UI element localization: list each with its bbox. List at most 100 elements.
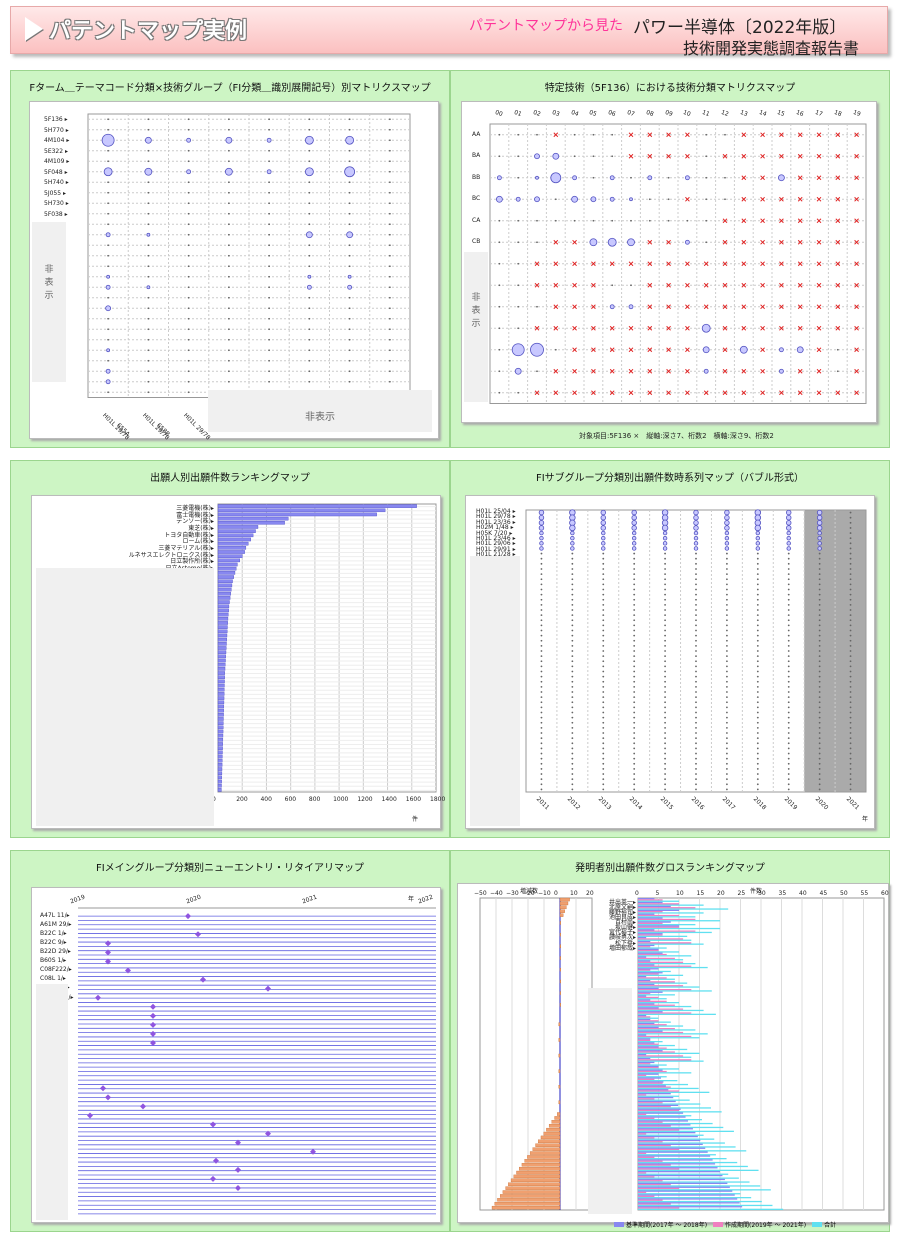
timeseries-dot [818, 768, 821, 770]
timeseries-dot [695, 742, 697, 745]
entry-marker [105, 940, 111, 947]
matrix-dot [107, 254, 110, 257]
matrix-dot [517, 391, 520, 394]
ranking-bar [217, 667, 226, 671]
timeseries-dot [602, 716, 605, 719]
matrix-dot [308, 307, 311, 310]
matrix-bubble [609, 175, 615, 181]
timeseries-dot [787, 773, 790, 775]
matrix-cross [816, 325, 822, 331]
diff-bar [491, 1205, 561, 1210]
target-period-bar [638, 1094, 647, 1096]
matrix-dot [592, 219, 595, 222]
ranking-bar [217, 550, 245, 554]
matrix-cross [628, 132, 634, 138]
timeseries-dot [602, 619, 605, 622]
hidden-names-area [588, 988, 632, 1214]
timeseries-dot [633, 583, 636, 586]
timeseries-dot [726, 578, 728, 581]
timeseries-dot [633, 634, 636, 637]
applicant-label: トヨタ自動車(株)▸ [164, 531, 214, 539]
total-bar [638, 904, 704, 906]
timeseries-dot [602, 665, 605, 668]
timeseries-dot [540, 680, 543, 683]
matrix-cross [835, 325, 841, 331]
matrix-dot [268, 296, 271, 299]
matrix-dot [147, 160, 150, 163]
target-period-bar [638, 1059, 692, 1061]
target-period-bar [638, 1043, 659, 1045]
matrix-cross [647, 325, 653, 331]
left-tick-label: −30 [506, 890, 519, 897]
timeseries-dot [633, 593, 636, 596]
timeseries-dot [787, 619, 790, 622]
base-period-bar [638, 1143, 703, 1145]
matrix-cross [647, 390, 653, 396]
left-tick-label: −50 [474, 890, 487, 897]
base-period-bar [638, 1151, 708, 1153]
timeseries-bubble [631, 514, 637, 521]
matrix-dot [498, 219, 501, 222]
matrix-bubble [307, 274, 312, 279]
timeseries-dot [818, 680, 821, 683]
timeseries-dot [540, 778, 543, 781]
matrix-dot [268, 128, 271, 131]
matrix-cross [722, 325, 728, 331]
matrix-dot [187, 328, 190, 331]
matrix-cross [835, 239, 841, 245]
matrix-bubbles-2 [489, 123, 867, 404]
target-period-bar [638, 1074, 647, 1077]
total-bar [638, 900, 679, 902]
ranking-bar [217, 612, 229, 617]
timeseries-dot [664, 670, 666, 673]
target-period-bar [638, 911, 663, 913]
timeseries-dot [849, 516, 852, 519]
timeseries-dot [726, 675, 728, 678]
timeseries-dot [664, 624, 666, 627]
timeseries-dot [726, 665, 728, 668]
timeseries-dot [726, 624, 728, 627]
total-bar [638, 1119, 702, 1121]
matrix-dot [187, 244, 190, 247]
ranking-bar [217, 788, 222, 792]
base-period-bar [638, 1061, 655, 1064]
target-period-bar [638, 950, 659, 952]
timeseries-dot [756, 593, 759, 596]
timeseries-dot [602, 650, 605, 652]
timeseries-dot [695, 568, 697, 570]
left-tick-label: 20 [586, 890, 594, 897]
matrix-cross [741, 196, 747, 202]
base-period-bar [638, 1093, 671, 1095]
timeseries-bubble [631, 509, 637, 516]
ranking-bar [217, 600, 230, 604]
timeseries-bubble [724, 541, 730, 546]
matrix-dot [388, 212, 391, 215]
timeseries-dot [571, 773, 574, 775]
entry-marker [185, 913, 191, 920]
row-label: H01L 29/06 ▸ [476, 540, 516, 548]
row-label: H01L 23/46 ▸ [476, 534, 516, 542]
timeseries-dot [756, 742, 759, 745]
timeseries-dot [540, 788, 543, 791]
total-bar [638, 1041, 663, 1043]
applicant-label: 富士電機(株)▸ [176, 511, 214, 519]
row-label: 5F136 ▸ [44, 116, 68, 123]
matrix-cross [666, 368, 671, 374]
matrix-dot [498, 284, 501, 287]
matrix-dot [536, 370, 538, 373]
timeseries-dot [695, 650, 697, 652]
timeseries-dot [756, 670, 759, 673]
ranking-bar [217, 708, 224, 713]
timeseries-dot [849, 752, 852, 755]
matrix-dot [107, 244, 110, 247]
timeseries-dot [571, 778, 574, 781]
timeseries-dot [571, 747, 574, 750]
timeseries-dot [695, 670, 697, 673]
ranking-bar [217, 687, 225, 692]
matrix-dot [554, 348, 557, 351]
target-period-bar [638, 1082, 663, 1084]
timeseries-dot [695, 680, 697, 683]
diff-bar [519, 1166, 561, 1171]
timeseries-dot [849, 542, 852, 545]
matrix-cross [779, 390, 784, 396]
